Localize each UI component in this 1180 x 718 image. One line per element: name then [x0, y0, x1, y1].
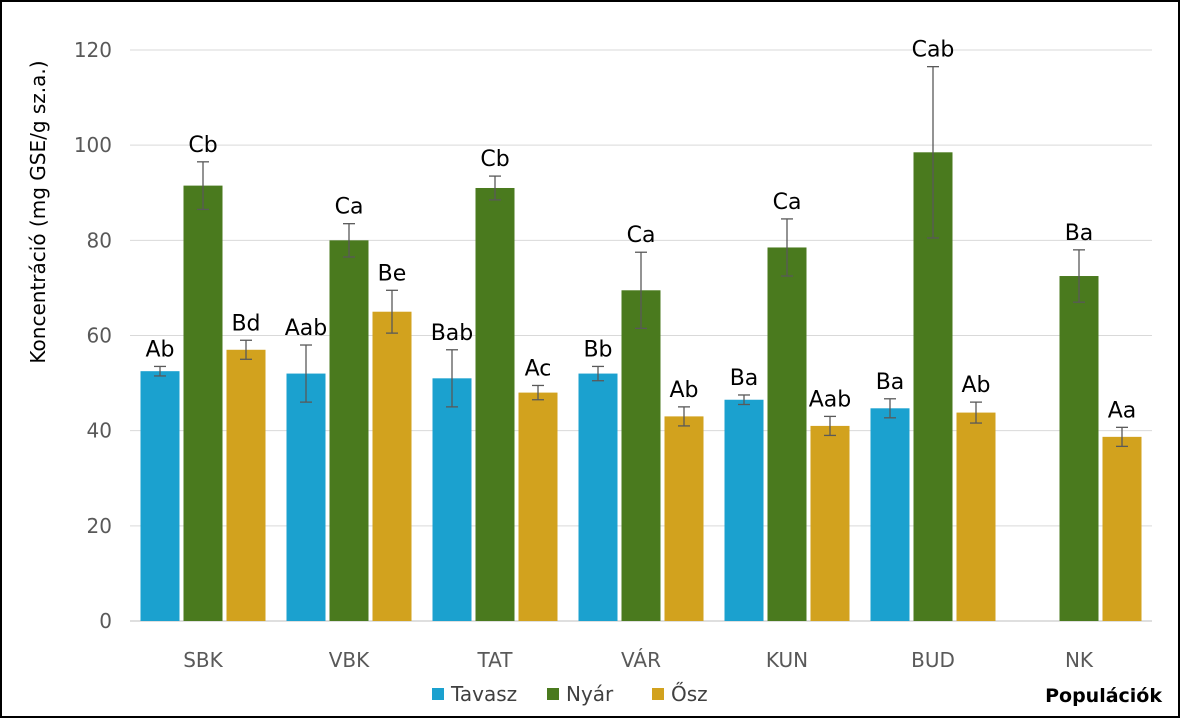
data-label: Cb [480, 147, 509, 172]
error-bar [300, 344, 312, 403]
error-bar [635, 251, 647, 330]
legend-label: Nyár [566, 682, 614, 706]
legend-swatch [547, 688, 559, 700]
legend-swatch [652, 688, 664, 700]
x-tick-label: SBK [183, 648, 223, 672]
error-bar [343, 223, 355, 258]
legend-swatch [432, 688, 444, 700]
error-bar [927, 66, 939, 239]
bar-ősz [1102, 436, 1142, 621]
x-tick-label: NK [1065, 648, 1094, 672]
error-bar [1073, 249, 1085, 303]
data-label: Ca [335, 195, 364, 220]
bar-nyár [475, 187, 515, 621]
data-label: Ac [525, 356, 552, 381]
error-bar [738, 394, 750, 406]
y-axis-ticks: 0 20 40 60 80 100 120 [74, 38, 112, 633]
x-tick-label: KUN [766, 648, 808, 672]
bar-tavasz [286, 373, 326, 621]
y-tick-label: 60 [87, 324, 112, 348]
bar-tavasz [578, 373, 618, 621]
bar-ősz [664, 416, 704, 621]
data-label: Ab [145, 337, 174, 362]
data-label: Ca [773, 190, 802, 215]
error-bar [240, 339, 252, 360]
bars: Ab Cb Bd Aab Ca Be Bab Cb Ac Bb Ca Ab Ba Ca Aab Ba Cab Ab… [140, 38, 1142, 622]
bar-nyár [621, 290, 661, 621]
data-label: Ba [876, 370, 905, 395]
legend-item-nyár: Nyár [547, 682, 614, 706]
bar-ősz [518, 392, 558, 621]
data-label: Bb [583, 337, 612, 362]
error-bar [532, 384, 544, 401]
y-tick-label: 80 [87, 228, 112, 252]
bar-nyár [329, 240, 369, 622]
bar-tavasz [870, 408, 910, 621]
error-bar [824, 415, 836, 437]
y-tick-label: 100 [74, 133, 112, 157]
data-label: Aa [1108, 398, 1137, 423]
x-tick-label: VÁR [621, 648, 661, 672]
data-label: Ca [627, 223, 656, 248]
bar-ősz [810, 425, 850, 621]
error-bar [489, 175, 501, 201]
y-tick-label: 20 [87, 514, 112, 538]
legend-label: Ősz [671, 682, 708, 706]
error-bar [678, 406, 690, 427]
bar-tavasz [432, 378, 472, 621]
data-label: Aab [285, 316, 328, 341]
error-bar [446, 349, 458, 408]
x-axis-ticks: SBK VBK TAT VÁR KUN BUD NK [183, 648, 1094, 672]
y-tick-label: 40 [87, 419, 112, 443]
y-axis-label: Koncentráció (mg GSE/g sz.a.) [26, 60, 50, 363]
data-label: Bab [431, 321, 474, 346]
legend-item-tavasz: Tavasz [432, 682, 517, 706]
x-tick-label: VBK [329, 648, 370, 672]
data-label: Ba [1065, 221, 1094, 246]
x-tick-label: BUD [911, 648, 955, 672]
y-tick-label: 0 [99, 609, 112, 633]
bar-ősz [226, 349, 266, 621]
x-axis-label: Populációk [1045, 685, 1162, 707]
data-label: Cab [912, 38, 955, 63]
error-bar [154, 365, 166, 377]
legend-item-ősz: Ősz [652, 682, 708, 706]
legend-label: Tavasz [450, 682, 517, 706]
error-bar [970, 401, 982, 424]
error-bar [884, 398, 896, 419]
bar-ősz [372, 311, 412, 621]
data-label: Cb [188, 133, 217, 158]
bar-nyár [1059, 276, 1099, 621]
error-bar [592, 365, 604, 382]
legend: Tavasz Nyár Ősz [432, 682, 708, 706]
error-bar [386, 289, 398, 334]
x-tick-label: TAT [476, 648, 513, 672]
data-label: Ab [961, 373, 990, 398]
bar-tavasz [724, 399, 764, 621]
error-bar [781, 218, 793, 277]
bar-nyár [183, 185, 223, 622]
data-label: Be [378, 261, 407, 286]
error-bar [197, 161, 209, 211]
data-label: Ab [669, 378, 698, 403]
data-label: Ba [730, 366, 759, 391]
error-bar [1116, 426, 1128, 448]
bar-tavasz [140, 371, 180, 621]
bar-ősz [956, 412, 996, 621]
bar-nyár [767, 247, 807, 622]
data-label: Bd [231, 311, 260, 336]
y-tick-label: 120 [74, 38, 112, 62]
data-label: Aab [809, 387, 852, 412]
